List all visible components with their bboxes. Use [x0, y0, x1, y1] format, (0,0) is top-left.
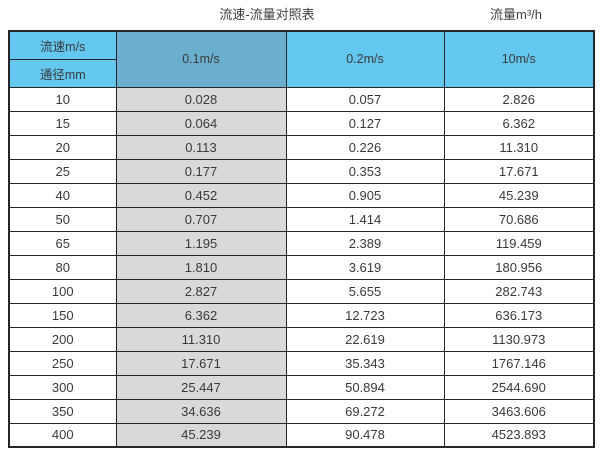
table-row: 400 45.239 90.478 4523.893: [8, 422, 595, 448]
value-cell: 34.636: [115, 398, 287, 424]
value-cell: 0.353: [285, 158, 445, 184]
value-cell: 90.478: [285, 422, 445, 448]
value-cell: 0.452: [115, 182, 287, 208]
diameter-cell: 250: [8, 350, 117, 376]
table-header: 流速m/s 0.1m/s 0.2m/s 10m/s 通径mm: [8, 30, 595, 88]
value-cell: 0.113: [115, 134, 287, 160]
value-cell: 6.362: [443, 110, 595, 136]
value-cell: 2.826: [443, 86, 595, 112]
diameter-cell: 400: [8, 422, 117, 448]
diameter-cell: 25: [8, 158, 117, 184]
value-cell: 50.894: [285, 374, 445, 400]
value-cell: 45.239: [115, 422, 287, 448]
value-cell: 0.127: [285, 110, 445, 136]
value-cell: 4523.893: [443, 422, 595, 448]
table-row: 350 34.636 69.272 3463.606: [8, 398, 595, 424]
value-cell: 0.057: [285, 86, 445, 112]
value-cell: 2.827: [115, 278, 287, 304]
top-labels: 流速-流量对照表 流量m³/h: [0, 0, 600, 30]
value-cell: 3.619: [285, 254, 445, 280]
value-cell: 282.743: [443, 278, 595, 304]
corner-velocity-label: 流速m/s: [8, 30, 117, 60]
velocity-flow-table: 流速m/s 0.1m/s 0.2m/s 10m/s 通径mm 10 0.028 0.…: [8, 30, 595, 448]
value-cell: 636.173: [443, 302, 595, 328]
table-row: 200 11.310 22.619 1130.973: [8, 326, 595, 352]
value-cell: 22.619: [285, 326, 445, 352]
table-row: 80 1.810 3.619 180.956: [8, 254, 595, 280]
value-cell: 0.064: [115, 110, 287, 136]
value-cell: 25.447: [115, 374, 287, 400]
value-cell: 2.389: [285, 230, 445, 256]
header-row-top: 流速m/s 0.1m/s 0.2m/s 10m/s: [8, 30, 595, 88]
page-title: 流速-流量对照表: [219, 7, 315, 22]
table-body: 10 0.028 0.057 2.826 15 0.064 0.127 6.362 20 0.11…: [8, 86, 595, 448]
table-row: 50 0.707 1.414 70.686: [8, 206, 595, 232]
value-cell: 0.905: [285, 182, 445, 208]
value-cell: 119.459: [443, 230, 595, 256]
table-row: 15 0.064 0.127 6.362: [8, 110, 595, 136]
value-cell: 45.239: [443, 182, 595, 208]
flow-unit-label: 流量m³/h: [489, 7, 543, 22]
diameter-cell: 65: [8, 230, 117, 256]
diameter-cell: 15: [8, 110, 117, 136]
table-row: 25 0.177 0.353 17.671: [8, 158, 595, 184]
value-cell: 70.686: [443, 206, 595, 232]
table-row: 40 0.452 0.905 45.239: [8, 182, 595, 208]
value-cell: 6.362: [115, 302, 287, 328]
value-cell: 180.956: [443, 254, 595, 280]
value-cell: 0.177: [115, 158, 287, 184]
value-cell: 69.272: [285, 398, 445, 424]
value-cell: 1130.973: [443, 326, 595, 352]
table-row: 65 1.195 2.389 119.459: [8, 230, 595, 256]
value-cell: 0.707: [115, 206, 287, 232]
diameter-cell: 20: [8, 134, 117, 160]
value-cell: 11.310: [115, 326, 287, 352]
value-cell: 5.655: [285, 278, 445, 304]
value-cell: 1.810: [115, 254, 287, 280]
diameter-cell: 100: [8, 278, 117, 304]
table-row: 100 2.827 5.655 282.743: [8, 278, 595, 304]
velocity-column-header: 0.2m/s: [285, 30, 445, 88]
table-row: 150 6.362 12.723 636.173: [8, 302, 595, 328]
value-cell: 3463.606: [443, 398, 595, 424]
diameter-cell: 10: [8, 86, 117, 112]
diameter-cell: 40: [8, 182, 117, 208]
value-cell: 35.343: [285, 350, 445, 376]
diameter-cell: 300: [8, 374, 117, 400]
velocity-column-header: 10m/s: [443, 30, 595, 88]
value-cell: 1.195: [115, 230, 287, 256]
diameter-cell: 200: [8, 326, 117, 352]
diameter-cell: 150: [8, 302, 117, 328]
table-row: 250 17.671 35.343 1767.146: [8, 350, 595, 376]
value-cell: 2544.690: [443, 374, 595, 400]
corner-diameter-label: 通径mm: [8, 58, 117, 88]
value-cell: 17.671: [115, 350, 287, 376]
diameter-cell: 350: [8, 398, 117, 424]
value-cell: 0.226: [285, 134, 445, 160]
value-cell: 17.671: [443, 158, 595, 184]
value-cell: 1767.146: [443, 350, 595, 376]
table-row: 20 0.113 0.226 11.310: [8, 134, 595, 160]
table-row: 10 0.028 0.057 2.826: [8, 86, 595, 112]
value-cell: 0.028: [115, 86, 287, 112]
value-cell: 1.414: [285, 206, 445, 232]
velocity-column-header: 0.1m/s: [115, 30, 287, 88]
diameter-cell: 80: [8, 254, 117, 280]
diameter-cell: 50: [8, 206, 117, 232]
value-cell: 11.310: [443, 134, 595, 160]
header-row-bottom: 通径mm: [8, 58, 594, 88]
table-row: 300 25.447 50.894 2544.690: [8, 374, 595, 400]
value-cell: 12.723: [285, 302, 445, 328]
